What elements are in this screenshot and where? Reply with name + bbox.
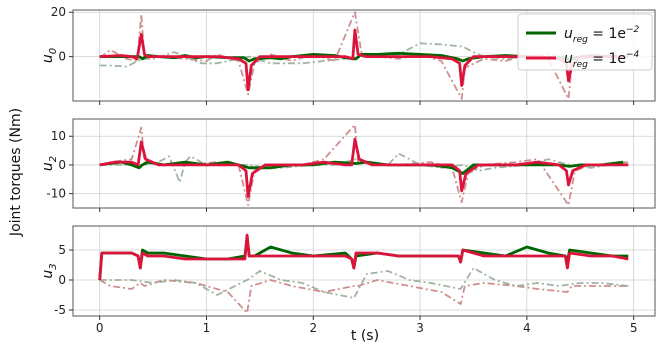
y-tick-label: 0 <box>58 273 66 287</box>
legend-box <box>517 13 653 71</box>
y-tick-label: 10 <box>51 129 66 143</box>
y-tick-label: 0 <box>58 158 66 172</box>
subplot-y-label: u2 <box>40 156 59 171</box>
x-tick-label: 2 <box>309 321 317 335</box>
x-tick-label: 5 <box>630 321 638 335</box>
x-tick-label: 3 <box>416 321 424 335</box>
plot-frame <box>72 9 656 102</box>
y-tick-label: 0 <box>58 50 66 64</box>
plot-frame <box>72 118 656 209</box>
y-tick-label: -10 <box>46 187 66 201</box>
plot-frame <box>72 225 656 317</box>
x-tick-label: 4 <box>523 321 531 335</box>
subplot-y-label: u0 <box>40 48 59 63</box>
legend: ureg = 1e−2 ureg = 1e−4 <box>517 13 653 71</box>
subplot-u3: -5 0 5 u3 <box>40 225 656 320</box>
series-line-reference-b <box>99 267 629 299</box>
y-tick-label: 20 <box>51 5 66 19</box>
series-line-reference-b <box>99 152 629 184</box>
legend-entry-label: ureg = 1e−2 <box>564 25 640 45</box>
x-tick-label: 0 <box>96 321 104 335</box>
series-line-u_reg_1e-4 <box>98 233 629 281</box>
series-line-reference-a <box>99 279 629 314</box>
series-line-u_reg_1e-4 <box>99 137 629 198</box>
legend-entry-label: ureg = 1e−4 <box>564 50 640 70</box>
shared-y-axis-label: Joint torques (Nm) <box>8 108 24 237</box>
x-tick-label: 1 <box>203 321 211 335</box>
y-tick-label: -5 <box>54 303 66 317</box>
y-tick-label: 5 <box>58 243 66 257</box>
subplot-u2: -10 0 10 u2 <box>40 118 656 212</box>
x-axis-label: t (s) <box>351 328 379 344</box>
subplot-y-label: u3 <box>40 263 59 278</box>
